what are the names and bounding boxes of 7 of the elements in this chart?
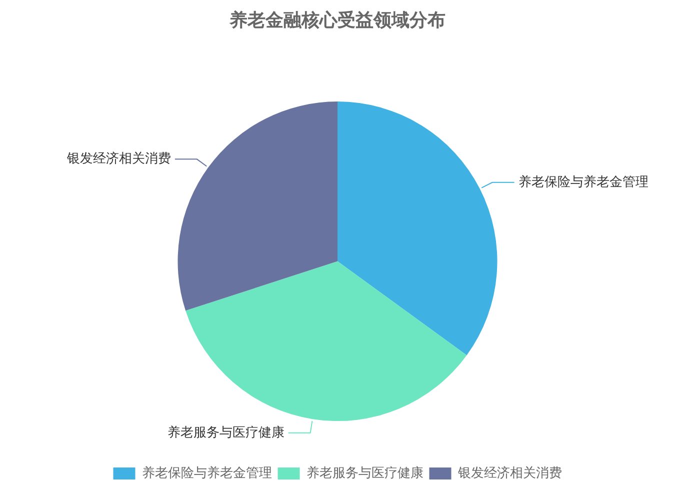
legend-label: 养老服务与医疗健康 [306,465,424,480]
chart-title: 养老金融核心受益领域分布 [228,10,446,30]
slice-label: 银发经济相关消费 [66,150,171,166]
slice-label: 养老保险与养老金管理 [518,174,648,189]
slice-label: 养老服务与医疗健康 [167,424,284,440]
legend-label: 银发经济相关消费 [456,465,562,480]
legend-label: 养老保险与养老金管理 [142,465,272,480]
